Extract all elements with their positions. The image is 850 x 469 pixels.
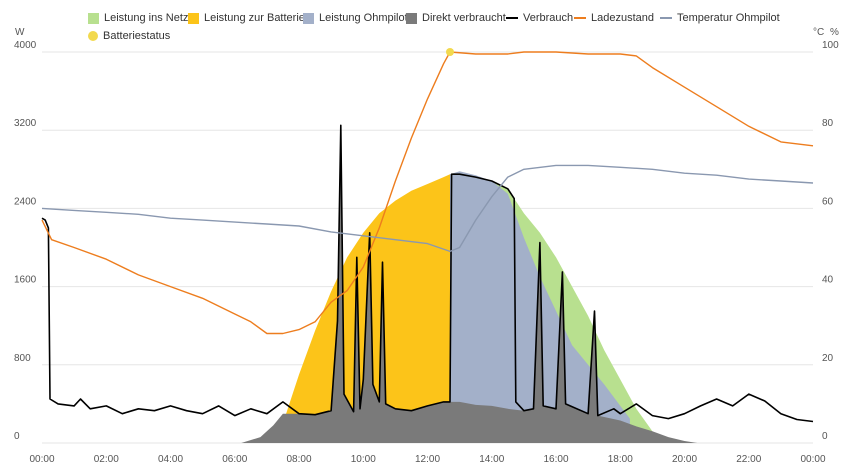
- legend-item-batterie[interactable]: Leistung zur Batterie: [188, 12, 305, 24]
- right-axis-unit-temp: °C: [813, 27, 825, 38]
- y-right-tick-label: 60: [822, 196, 834, 207]
- x-tick-label: 14:00: [479, 454, 504, 465]
- y-right-tick-label: 40: [822, 275, 834, 286]
- legend-item-ladezustand[interactable]: Ladezustand: [574, 12, 654, 24]
- legend-line: [574, 17, 586, 19]
- x-tick-label: 00:00: [800, 454, 825, 465]
- legend-label: Batteriestatus: [103, 30, 171, 42]
- y-left-tick-label: 2400: [14, 196, 37, 207]
- legend-dot: [88, 31, 98, 41]
- legend-label: Direkt verbraucht: [422, 12, 506, 24]
- x-tick-label: 20:00: [672, 454, 697, 465]
- chart-axes: 0 0 800 20 1600 40 2400 60 3200 80 4000 100 00:00 02:…: [14, 40, 839, 465]
- x-tick-label: 22:00: [736, 454, 761, 465]
- x-tick-label: 06:00: [222, 454, 247, 465]
- y-left-tick-label: 3200: [14, 118, 37, 129]
- x-tick-label: 02:00: [94, 454, 119, 465]
- legend-item-batteriestatus[interactable]: Batteriestatus: [88, 30, 170, 42]
- y-right-tick-label: 0: [822, 431, 828, 442]
- chart-areas: [241, 125, 698, 444]
- x-tick-label: 04:00: [158, 454, 183, 465]
- legend-line: [660, 17, 672, 19]
- line-verbrauch: [41, 124, 814, 423]
- legend-label: Leistung ins Netz: [104, 12, 189, 24]
- left-axis-unit: W: [15, 27, 25, 38]
- legend-item-temperatur[interactable]: Temperatur Ohmpilot: [660, 12, 780, 24]
- legend-swatch: [406, 12, 417, 24]
- y-left-tick-label: 4000: [14, 40, 37, 51]
- chart-lines: [41, 51, 814, 423]
- legend-item-ohmpilot[interactable]: Leistung Ohmpilot: [303, 12, 408, 24]
- legend-swatch: [303, 12, 314, 24]
- legend-swatch: [188, 12, 199, 24]
- x-tick-label: 12:00: [415, 454, 440, 465]
- y-left-tick-label: 800: [14, 353, 31, 364]
- x-tick-label: 08:00: [286, 454, 311, 465]
- x-tick-label: 18:00: [608, 454, 633, 465]
- chart-markers: [445, 48, 454, 56]
- legend-label: Temperatur Ohmpilot: [677, 12, 780, 24]
- legend-label: Verbrauch: [523, 12, 574, 24]
- y-left-tick-label: 1600: [14, 275, 37, 286]
- y-right-tick-label: 100: [822, 40, 839, 51]
- x-tick-label: 10:00: [351, 454, 376, 465]
- legend-item-verbrauch[interactable]: Verbrauch: [506, 12, 573, 24]
- marker-batteriestatus: [445, 48, 454, 56]
- chart-legend: Leistung ins Netz Leistung zur Batterie …: [0, 0, 850, 50]
- legend-line: [506, 17, 518, 19]
- legend-label: Leistung Ohmpilot: [319, 12, 408, 24]
- legend-label: Ladezustand: [591, 12, 654, 24]
- legend-label: Leistung zur Batterie: [204, 12, 305, 24]
- legend-item-netz[interactable]: Leistung ins Netz: [88, 12, 188, 24]
- x-tick-label: 00:00: [29, 454, 54, 465]
- legend-swatch: [88, 12, 99, 24]
- y-right-tick-label: 80: [822, 118, 834, 129]
- y-left-tick-label: 0: [14, 431, 20, 442]
- line-ladezustand: [41, 51, 814, 335]
- legend-item-direkt[interactable]: Direkt verbraucht: [406, 12, 506, 24]
- right-axis-unit-percent: %: [830, 27, 839, 38]
- line-temperatur: [41, 164, 814, 253]
- x-tick-label: 16:00: [543, 454, 568, 465]
- y-right-tick-label: 20: [822, 353, 834, 364]
